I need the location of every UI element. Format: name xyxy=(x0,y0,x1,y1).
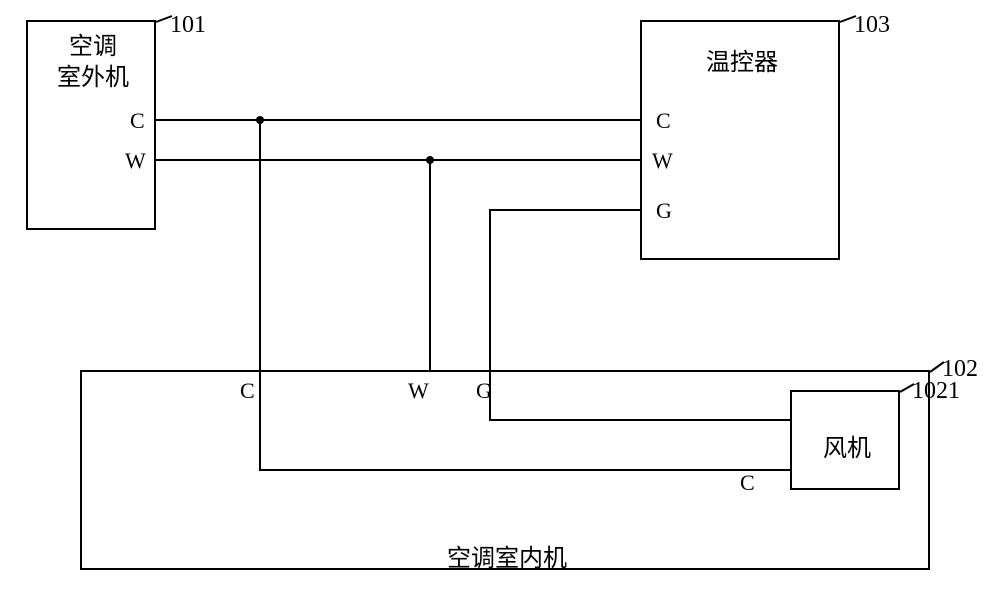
fan-c-label: C xyxy=(740,470,755,496)
indoor-c-label: C xyxy=(240,378,255,404)
wire-g-therm-indoor xyxy=(490,210,640,370)
outdoor-label-line2: 室外机 xyxy=(57,65,129,91)
indoor-g-label: G xyxy=(476,378,492,404)
outdoor-c-label: C xyxy=(130,108,145,134)
fan-box: 风机 xyxy=(790,390,900,490)
fan-label: 风机 xyxy=(792,428,902,463)
outdoor-ref: 101 xyxy=(170,12,206,39)
indoor-unit-label: 空调室内机 xyxy=(82,538,932,573)
outdoor-w-label: W xyxy=(125,148,146,174)
junction-w xyxy=(426,156,434,164)
thermostat-w-label: W xyxy=(652,148,673,174)
thermostat-c-label: C xyxy=(656,108,671,134)
junction-c xyxy=(256,116,264,124)
indoor-w-label: W xyxy=(408,378,429,404)
thermostat-g-label: G xyxy=(656,198,672,224)
thermostat-box: 温控器 xyxy=(640,20,840,260)
thermostat-ref: 103 xyxy=(854,12,890,39)
fan-ref: 1021 xyxy=(912,378,960,405)
thermostat-label: 温控器 xyxy=(642,42,842,77)
outdoor-unit-label: 空调 室外机 xyxy=(28,32,158,94)
outdoor-label-line1: 空调 xyxy=(69,34,117,60)
